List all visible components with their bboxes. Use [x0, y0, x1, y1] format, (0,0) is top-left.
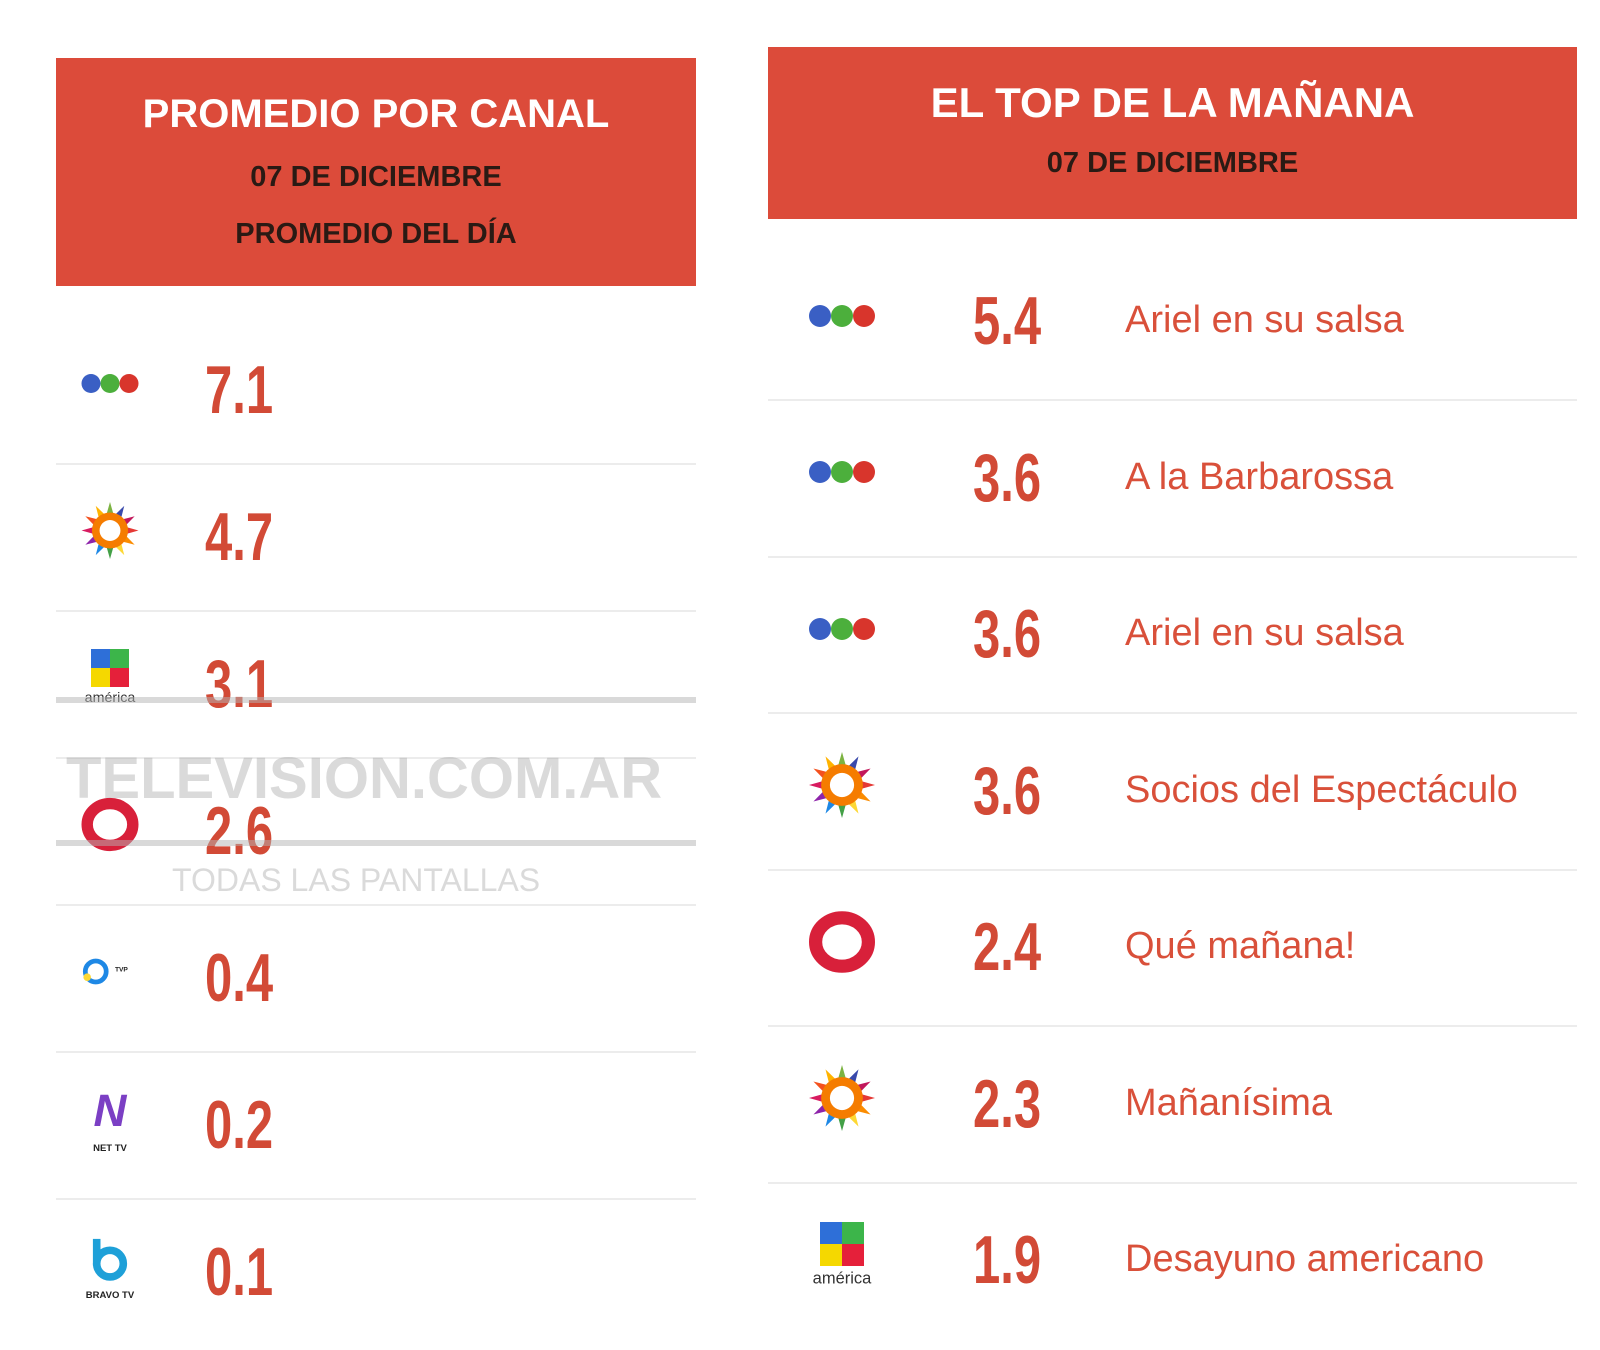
- row-separator: [56, 463, 696, 465]
- channel-logo: BRAVO TV: [86, 1238, 135, 1300]
- channel-logo: [809, 617, 875, 640]
- row-separator: [768, 1181, 1577, 1184]
- left-header: PROMEDIO POR CANAL 07 DE DICIEMBRE PROME…: [56, 58, 696, 286]
- row-separator: [768, 712, 1577, 714]
- logo-text: BRAVO TV: [86, 1289, 135, 1300]
- program-name: Socios del Espectáculo: [1125, 768, 1518, 811]
- row-separator: [56, 1051, 696, 1053]
- channel-value: 0.4: [205, 940, 274, 1016]
- channel-value: 0.1: [205, 1234, 274, 1310]
- program-value: 3.6: [973, 439, 1042, 516]
- row-separator: [768, 399, 1577, 401]
- channel-logo: TVP: [82, 958, 128, 984]
- program-name: Qué mañana!: [1125, 925, 1356, 967]
- program-value: 5.4: [973, 283, 1042, 359]
- program-value: 1.9: [973, 1222, 1042, 1298]
- channel-value: 4.7: [205, 499, 274, 575]
- watermark-line: [56, 697, 696, 703]
- channel-logo: [809, 910, 875, 973]
- channel-logo: américa: [85, 648, 135, 706]
- program-name: Mañanísima: [1125, 1081, 1332, 1124]
- channel-logo: [809, 752, 875, 819]
- channel-logo: [81, 501, 139, 559]
- channel-logo: [809, 461, 875, 484]
- channel-logo: [809, 1065, 875, 1132]
- program-name: A la Barbarossa: [1125, 455, 1394, 498]
- watermark-tagline: TODAS LAS PANTALLAS: [172, 862, 541, 898]
- program-name: Desayuno americano: [1125, 1238, 1485, 1280]
- left-subtitle: PROMEDIO DEL DÍA: [235, 218, 517, 250]
- channel-logo: [809, 304, 875, 327]
- svg-text:N: N: [94, 1090, 128, 1136]
- row-separator: [56, 904, 696, 906]
- left-title: PROMEDIO POR CANAL: [142, 92, 610, 136]
- program-value: 2.3: [973, 1065, 1042, 1142]
- program-name: Ariel en su salsa: [1125, 299, 1404, 341]
- right-date: 07 DE DICIEMBRE: [1046, 147, 1299, 179]
- row-separator: [768, 868, 1577, 871]
- logo-text: NET TV: [93, 1142, 127, 1153]
- channel-value: 7.1: [205, 352, 274, 428]
- left-date: 07 DE DICIEMBRE: [250, 161, 502, 193]
- row-separator: [768, 555, 1577, 558]
- row-separator: [768, 1025, 1577, 1027]
- watermark-site: TELEVISION.COM.AR: [66, 746, 663, 811]
- program-value: 2.4: [973, 909, 1042, 985]
- channel-logo: [81, 373, 139, 393]
- program-value: 3.6: [973, 596, 1042, 672]
- program-name: Ariel en su salsa: [1125, 612, 1404, 654]
- row-separator: [56, 1198, 696, 1200]
- right-header: EL TOP DE LA MAÑANA 07 DE DICIEMBRE: [768, 47, 1577, 219]
- logo-text: américa: [813, 1269, 873, 1287]
- channel-value: 3.1: [205, 646, 274, 722]
- channel-value: 0.2: [205, 1087, 274, 1163]
- right-title: EL TOP DE LA MAÑANA: [930, 79, 1415, 126]
- row-separator: [56, 757, 696, 759]
- program-value: 3.6: [973, 752, 1042, 829]
- watermark-line: [56, 840, 696, 846]
- channel-value: 2.6: [205, 793, 274, 869]
- channel-logo: américa: [813, 1221, 873, 1287]
- row-separator: [56, 610, 696, 612]
- channel-logo: N NET TV: [93, 1090, 128, 1154]
- logo-text: TVP: [115, 966, 128, 973]
